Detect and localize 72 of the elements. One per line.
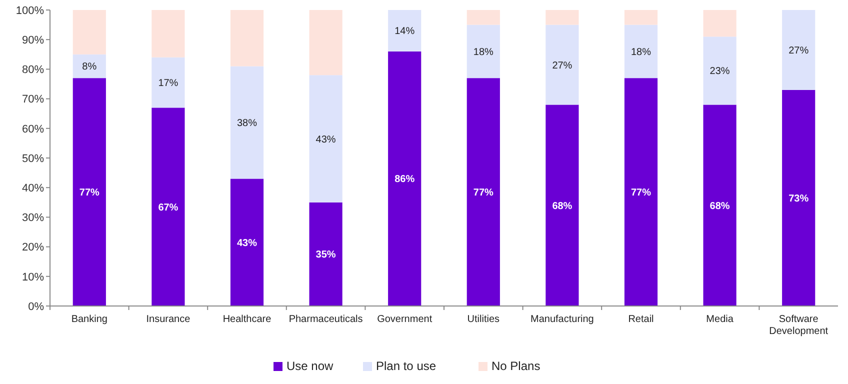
y-tick-label: 10% bbox=[22, 271, 44, 284]
bar bbox=[703, 104, 736, 306]
y-tick-label: 20% bbox=[22, 242, 44, 254]
legend-label: No Plans bbox=[492, 359, 540, 373]
legend-label: Plan to use bbox=[376, 359, 436, 373]
bar bbox=[624, 78, 658, 306]
data-label: 73% bbox=[788, 193, 809, 204]
x-tick-label: Insurance bbox=[146, 314, 191, 325]
y-tick-label: 70% bbox=[22, 94, 44, 106]
y-tick-label: 90% bbox=[22, 34, 44, 46]
bar bbox=[466, 24, 500, 78]
bar bbox=[230, 66, 264, 179]
bar bbox=[703, 36, 736, 105]
data-label: 86% bbox=[394, 174, 415, 186]
bar bbox=[466, 78, 500, 306]
data-label: 14% bbox=[394, 26, 415, 38]
data-label: 17% bbox=[158, 78, 178, 90]
x-tick-label: Healthcare bbox=[222, 314, 272, 325]
data-label: 77% bbox=[473, 188, 494, 199]
x-tick-label: Utilities bbox=[467, 314, 500, 325]
bar bbox=[624, 10, 658, 25]
bar bbox=[388, 10, 422, 52]
bar bbox=[230, 10, 264, 66]
bar bbox=[703, 10, 736, 37]
data-label: 67% bbox=[158, 202, 178, 214]
bar bbox=[546, 104, 579, 306]
bar bbox=[624, 24, 658, 78]
x-tick-label: Retail bbox=[628, 314, 654, 325]
y-tick-label: 30% bbox=[22, 212, 44, 224]
x-tick-label: Banking bbox=[71, 314, 108, 325]
bar bbox=[309, 75, 342, 202]
x-tick-label: Manufacturing bbox=[530, 314, 594, 325]
data-label: 27% bbox=[552, 60, 572, 72]
data-label: 43% bbox=[316, 134, 336, 146]
data-label: 18% bbox=[630, 46, 652, 58]
y-tick-label: 60% bbox=[22, 123, 44, 136]
bar bbox=[309, 202, 342, 306]
data-label: 68% bbox=[710, 200, 730, 212]
x-tick-label: Pharmaceuticals bbox=[288, 314, 363, 325]
y-tick-label: 0% bbox=[28, 300, 44, 313]
y-tick-label: 80% bbox=[22, 64, 44, 76]
bar bbox=[230, 178, 264, 306]
x-tick-label: Media bbox=[706, 314, 734, 325]
data-label: 77% bbox=[79, 188, 100, 199]
data-label: 43% bbox=[236, 238, 258, 249]
data-label: 18% bbox=[473, 46, 494, 58]
data-label: 35% bbox=[316, 250, 336, 261]
data-label: 23% bbox=[710, 66, 730, 78]
bar bbox=[72, 10, 106, 54]
bar bbox=[152, 57, 185, 108]
bar bbox=[72, 54, 106, 78]
bar bbox=[309, 10, 342, 76]
y-tick-label: 100% bbox=[16, 4, 44, 17]
data-label: 68% bbox=[552, 200, 572, 212]
bar bbox=[72, 78, 106, 306]
bar bbox=[388, 51, 422, 306]
bar bbox=[152, 10, 185, 58]
y-tick-label: 50% bbox=[22, 152, 44, 165]
data-label: 8% bbox=[82, 62, 97, 73]
bar bbox=[782, 10, 816, 90]
bar bbox=[782, 90, 816, 306]
x-tick-label: Government bbox=[377, 314, 432, 325]
bar bbox=[546, 24, 579, 105]
bar bbox=[466, 10, 500, 25]
bar bbox=[546, 10, 579, 25]
data-label: 38% bbox=[236, 118, 258, 129]
x-tick-label: Software Development bbox=[769, 314, 828, 337]
data-label: 27% bbox=[788, 45, 809, 56]
y-tick-label: 40% bbox=[22, 182, 44, 194]
legend-label: Use now bbox=[286, 359, 334, 373]
bar bbox=[152, 108, 185, 306]
data-label: 77% bbox=[630, 188, 652, 199]
